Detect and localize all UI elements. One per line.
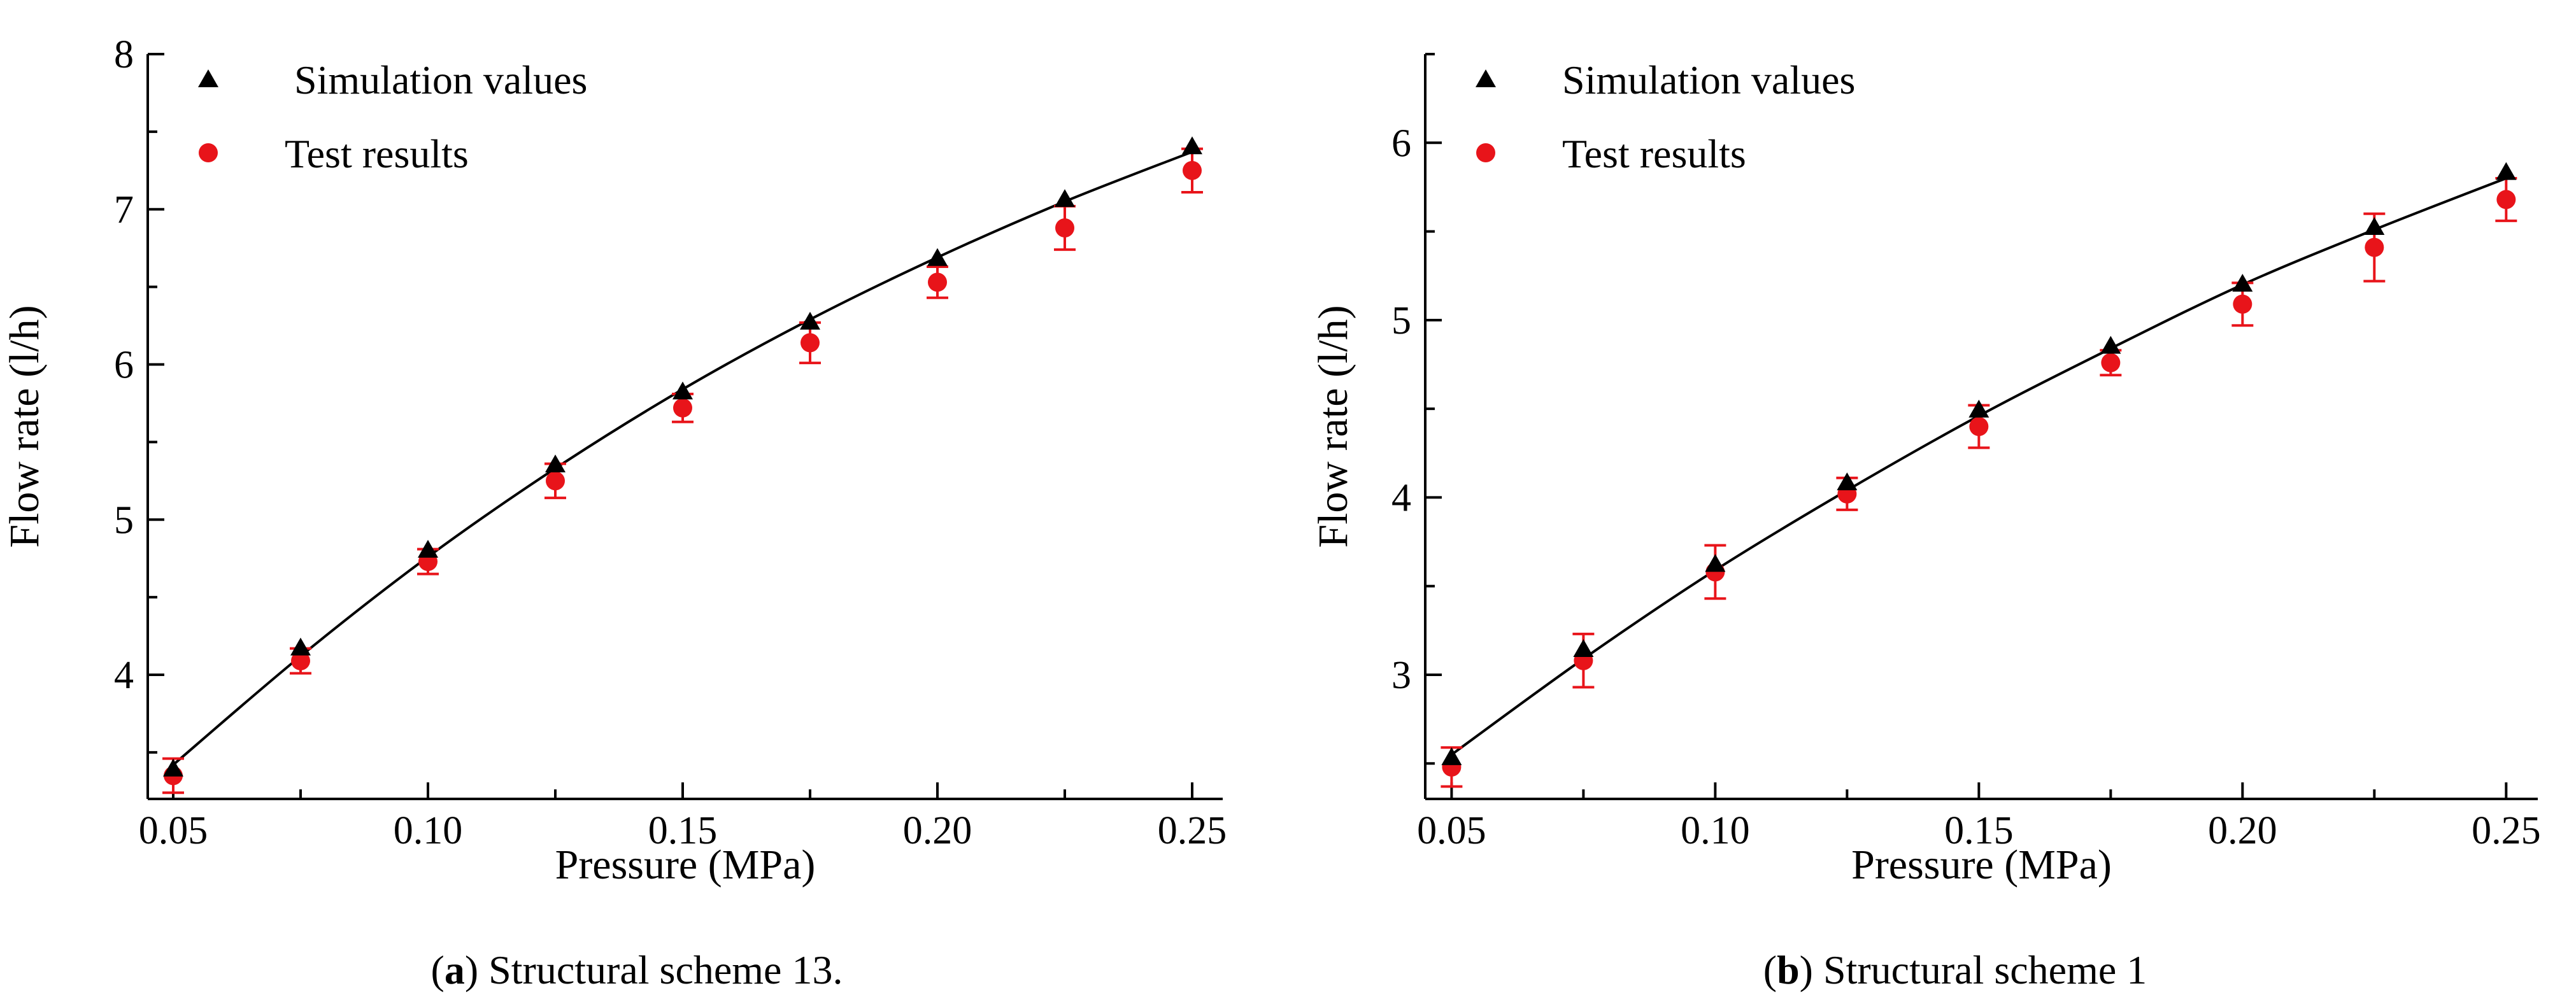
- caption-b-close: ): [1800, 947, 1823, 992]
- legend-simulation-marker-a: [198, 69, 218, 87]
- x-tick-label-a: 0.05: [139, 809, 208, 852]
- y-tick-label-a: 6: [114, 344, 134, 387]
- test-result-point-a: [801, 333, 820, 353]
- x-tick-label-b: 0.20: [2208, 809, 2277, 852]
- x-axis-label-a: Pressure (MPa): [555, 842, 816, 888]
- test-result-point-a: [291, 651, 310, 671]
- legend-test-label-b: Test results: [1562, 131, 1746, 176]
- simulation-point-b: [1968, 399, 1989, 418]
- simulation-point-b: [1441, 747, 1462, 765]
- x-tick-label-a: 0.15: [648, 809, 718, 852]
- y-tick-label-b: 4: [1391, 476, 1411, 519]
- simulation-point-b: [1837, 472, 1858, 491]
- y-tick-label-b: 5: [1391, 299, 1411, 342]
- x-tick-label-a: 0.20: [903, 809, 972, 852]
- test-result-point-a: [546, 471, 565, 491]
- legend-test-marker-a: [199, 143, 218, 162]
- caption-b-text: Structural scheme 1: [1823, 947, 2147, 992]
- test-result-point-a: [1055, 218, 1074, 237]
- simulation-point-a: [545, 454, 566, 472]
- x-tick-label-a: 0.10: [394, 809, 463, 852]
- caption-a: (a) Structural scheme 13.: [431, 947, 843, 992]
- x-axis-label-b: Pressure (MPa): [1851, 842, 2112, 888]
- simulation-point-a: [672, 381, 693, 400]
- y-axis-label-b: Flow rate (l/h): [1310, 305, 1356, 547]
- test-result-point-a: [1183, 160, 1202, 180]
- test-result-point-b: [2233, 294, 2252, 314]
- simulation-point-a: [163, 758, 183, 777]
- y-axis-label-a: Flow rate (l/h): [1, 305, 48, 547]
- simulation-point-a: [290, 637, 311, 656]
- simulation-point-a: [1182, 136, 1202, 155]
- caption-a-open: (: [431, 947, 445, 992]
- legend-test-marker-b: [1476, 143, 1495, 162]
- simulation-point-a: [418, 540, 438, 558]
- panel-b-chart: 0.05 0.10 0.15 0.20 0.25 3 4 5 6 Pressure (MPa) Fl…: [1310, 53, 2541, 888]
- y-tick-label-a: 7: [114, 188, 134, 232]
- simulation-point-b: [2364, 217, 2385, 235]
- caption-a-close: ): [465, 947, 488, 992]
- y-tick-label-a: 4: [114, 654, 134, 697]
- fit-line-b: [1451, 177, 2507, 756]
- panel-a-chart: 0.05 0.10 0.15 0.20 0.25 4 5 6 7 8 Pressure (MPa) F…: [1, 33, 1227, 888]
- legend-simulation-label-a: Simulation values: [294, 57, 587, 102]
- y-tick-label-b: 3: [1391, 654, 1411, 697]
- caption-b-letter: b: [1777, 947, 1800, 992]
- legend-simulation-marker-b: [1476, 69, 1496, 87]
- test-result-point-a: [928, 272, 947, 292]
- x-tick-label-b: 0.25: [2472, 809, 2541, 852]
- test-result-point-b: [2365, 237, 2384, 257]
- y-tick-label-a: 8: [114, 33, 134, 76]
- simulation-point-a: [800, 311, 820, 330]
- simulation-point-b: [1705, 554, 1726, 572]
- y-tick-label-a: 5: [114, 498, 134, 542]
- x-tick-label-a: 0.25: [1158, 809, 1227, 852]
- x-tick-label-b: 0.15: [1944, 809, 2014, 852]
- caption-a-text: Structural scheme 13.: [488, 947, 843, 992]
- simulation-point-b: [2100, 335, 2121, 354]
- simulation-point-b: [2496, 162, 2517, 180]
- caption-b: (b) Structural scheme 1: [1763, 947, 2147, 992]
- simulation-point-a: [927, 248, 948, 266]
- fit-line-a: [172, 150, 1193, 766]
- x-tick-label-b: 0.05: [1417, 809, 1486, 852]
- simulation-point-a: [1055, 189, 1075, 208]
- x-tick-label-b: 0.10: [1681, 809, 1750, 852]
- caption-a-letter: a: [445, 947, 465, 992]
- simulation-point-b: [2232, 274, 2253, 292]
- caption-b-open: (: [1763, 947, 1777, 992]
- test-result-point-b: [2101, 353, 2121, 372]
- y-tick-label-b: 6: [1391, 122, 1411, 165]
- legend-simulation-label-b: Simulation values: [1562, 57, 1855, 102]
- legend-test-label-a: Test results: [285, 131, 469, 176]
- test-result-point-a: [673, 398, 692, 418]
- test-result-point-b: [1969, 417, 1989, 436]
- simulation-point-b: [1573, 639, 1594, 657]
- test-result-point-b: [2496, 190, 2516, 209]
